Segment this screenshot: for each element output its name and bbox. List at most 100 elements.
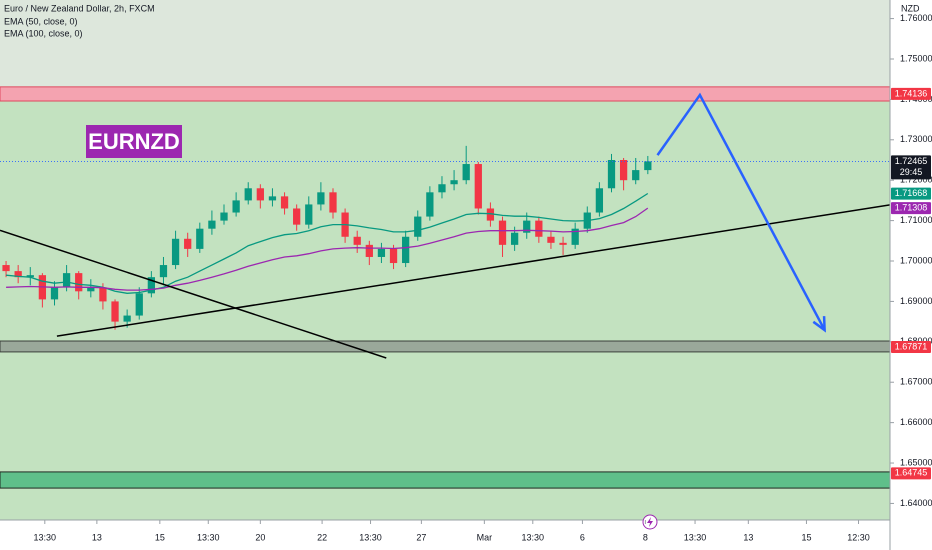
countdown: 29:45 xyxy=(900,167,923,177)
x-tick-label: 27 xyxy=(416,532,426,542)
candle-body xyxy=(159,265,168,278)
x-tick-label: 13:30 xyxy=(522,532,545,542)
zones xyxy=(0,0,891,489)
candle-body xyxy=(547,236,555,243)
price-label-box xyxy=(891,155,931,180)
x-tick-label: 15 xyxy=(801,532,811,542)
price-label: 1.64745 xyxy=(895,468,928,478)
x-tick-label: 12:30 xyxy=(847,532,870,542)
candle-body xyxy=(353,236,361,245)
price-label-box xyxy=(891,467,931,480)
candle-body xyxy=(474,164,482,209)
candle-body xyxy=(377,248,386,257)
x-tick-label: 13:30 xyxy=(34,532,57,542)
candle-body xyxy=(389,248,398,264)
candle-body xyxy=(571,228,579,245)
candle-body xyxy=(438,184,446,193)
price-label-box xyxy=(891,187,931,200)
x-tick-label: Mar xyxy=(477,532,493,542)
badge: EURNZD xyxy=(88,129,180,154)
event-icon xyxy=(647,517,653,527)
overlay xyxy=(0,92,891,359)
candle-body xyxy=(147,277,155,294)
candle-body xyxy=(256,188,264,201)
candle-body xyxy=(26,275,34,278)
y-tick-label: 1.64000 xyxy=(900,498,932,508)
candle-body xyxy=(111,301,119,322)
x-tick-label: 13 xyxy=(92,532,102,542)
y-tick-label: 1.76000 xyxy=(900,13,932,23)
candle-body xyxy=(171,238,180,266)
candle-body xyxy=(595,188,604,213)
projection-arrowhead xyxy=(812,316,826,333)
candle-body xyxy=(317,192,325,205)
candle-body xyxy=(559,242,567,245)
legend-entry: EMA (100, close, 0) xyxy=(4,28,83,38)
price-label-box xyxy=(891,341,931,354)
candle-body xyxy=(414,216,422,237)
price-label-box xyxy=(891,202,931,215)
trendline xyxy=(56,204,891,337)
candle-body xyxy=(329,192,337,213)
price-label: 1.71668 xyxy=(895,188,928,198)
candle-body xyxy=(14,271,22,278)
trendline xyxy=(0,229,387,359)
candle-body xyxy=(220,212,228,221)
upper-region xyxy=(0,0,890,87)
x-tick-label: 8 xyxy=(643,532,648,542)
x-tick-label: 20 xyxy=(255,532,265,542)
price-label: 1.71308 xyxy=(895,203,928,213)
price-label-box xyxy=(891,87,931,100)
y-tick-label: 1.71000 xyxy=(900,215,932,225)
x-tick-label: 15 xyxy=(155,532,165,542)
candle-body xyxy=(293,208,301,225)
x-tick-label: 13:30 xyxy=(684,532,707,542)
candle-body xyxy=(62,273,71,288)
candle-body xyxy=(632,170,640,181)
candle-body xyxy=(402,236,410,264)
candles xyxy=(2,145,652,330)
candle-body xyxy=(644,161,652,171)
candle-body xyxy=(486,208,495,221)
ema-line xyxy=(6,207,649,291)
x-tick-label: 22 xyxy=(317,532,327,542)
price-label: 1.74136 xyxy=(895,88,928,98)
y-tick-label: 1.72000 xyxy=(900,175,932,185)
candle-body xyxy=(450,180,458,185)
candle-body xyxy=(426,192,434,217)
candle-body xyxy=(498,220,507,245)
candle-body xyxy=(87,287,95,292)
price-label: 1.72465 xyxy=(895,156,928,166)
x-tick-label: 13:30 xyxy=(359,532,382,542)
y-tick-label: 1.69000 xyxy=(900,296,932,306)
candle-body xyxy=(535,220,543,237)
y-tick-label: 1.75000 xyxy=(900,53,932,63)
candle-body xyxy=(268,196,277,201)
y-tick-label: 1.67000 xyxy=(900,377,932,387)
badge-box xyxy=(86,125,182,158)
candle-body xyxy=(50,287,59,300)
candle-body xyxy=(2,265,10,272)
y-tick-label: 1.65000 xyxy=(900,457,932,467)
time-axis xyxy=(0,520,890,550)
candle-body xyxy=(607,160,616,189)
y-tick-label: 1.70000 xyxy=(900,255,932,265)
x-tick-label: 13:30 xyxy=(197,532,220,542)
y-tick-label: 1.73000 xyxy=(900,134,932,144)
zone xyxy=(0,471,891,489)
candle-body xyxy=(135,293,143,316)
candle-body xyxy=(244,188,252,201)
candle-body xyxy=(280,196,289,209)
x-tick-label: 6 xyxy=(580,532,585,542)
x-tick-label: 13 xyxy=(743,532,753,542)
candle-body xyxy=(305,204,313,225)
candle-body xyxy=(123,315,131,322)
candle-body xyxy=(232,200,240,213)
projection xyxy=(656,92,826,331)
candle-body xyxy=(462,164,470,181)
ema-line xyxy=(6,192,649,294)
candle-body xyxy=(99,287,107,302)
candle-body xyxy=(619,160,628,181)
zone xyxy=(0,340,891,353)
